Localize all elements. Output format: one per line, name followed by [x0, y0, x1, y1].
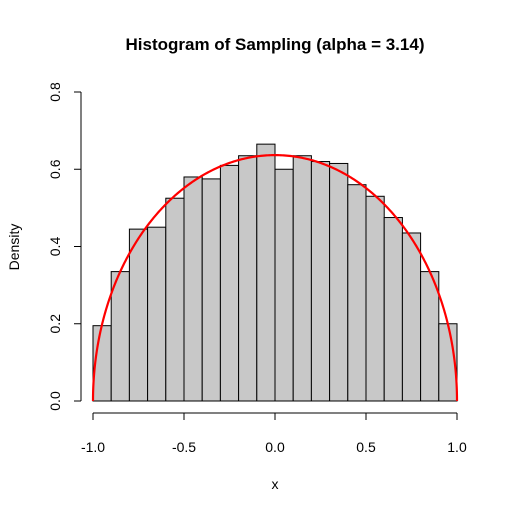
y-axis-label: Density [6, 224, 22, 271]
y-tick-label: 0.2 [47, 314, 63, 334]
histogram-bar [274, 168, 294, 402]
x-axis-label: x [272, 476, 279, 492]
histogram-bar [347, 184, 367, 402]
histogram-bar [329, 162, 349, 402]
histogram-bar [128, 228, 149, 402]
histogram-bar [165, 197, 185, 402]
y-tick-label: 0.4 [47, 237, 63, 257]
histogram-bar [256, 143, 276, 402]
histogram-bar [183, 176, 203, 402]
density-curve [91, 154, 459, 402]
x-tick-label: -1.0 [81, 439, 105, 455]
histogram-bar [401, 232, 422, 402]
bars-group [92, 143, 458, 402]
y-tick-label: 0.8 [47, 82, 63, 102]
histogram-bar [201, 178, 221, 402]
y-tick-label: 0.0 [47, 391, 63, 411]
histogram-bar [310, 161, 331, 402]
histogram-bar [420, 271, 440, 402]
axes-group: -1.0 -0.5 0.0 0.5 1.0 0.0 0.2 0.4 0.6 0.8 [47, 82, 467, 455]
histogram-bar [147, 226, 167, 402]
chart-title: Histogram of Sampling (alpha = 3.14) [126, 35, 425, 54]
x-tick-label: -0.5 [172, 439, 196, 455]
x-tick-label: 0.0 [265, 439, 285, 455]
x-tick-label: 1.0 [447, 439, 467, 455]
histogram-bar [110, 271, 130, 402]
histogram-bar [365, 195, 385, 402]
x-tick-label: 0.5 [356, 439, 376, 455]
histogram-bar [219, 164, 240, 402]
y-tick-label: 0.6 [47, 159, 63, 179]
histogram-bar [292, 155, 312, 402]
histogram-bar [238, 155, 258, 402]
histogram-bar [383, 217, 403, 402]
